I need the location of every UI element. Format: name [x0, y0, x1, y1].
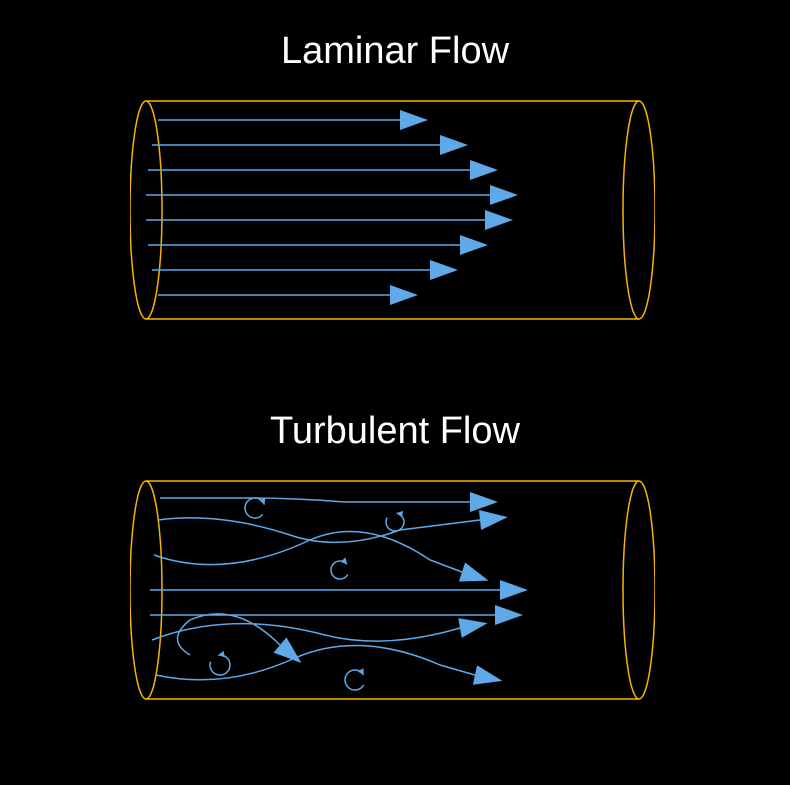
laminar-cylinder	[130, 100, 655, 320]
diagram-canvas: Laminar Flow Turbulent Flow	[0, 0, 790, 785]
laminar-title: Laminar Flow	[0, 30, 790, 73]
turbulent-cylinder	[130, 480, 655, 700]
turbulent-title: Turbulent Flow	[0, 410, 790, 453]
